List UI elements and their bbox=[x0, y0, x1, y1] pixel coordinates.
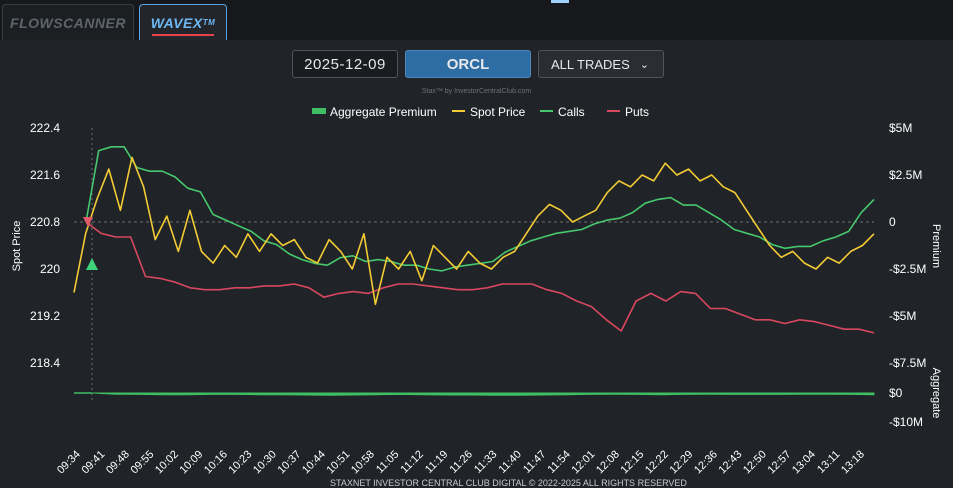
premium-axis-tick: 0 bbox=[889, 215, 896, 229]
x-axis-tick: 10:23 bbox=[226, 448, 254, 476]
trade-filter-label: ALL TRADES bbox=[551, 56, 630, 72]
scroll-marker bbox=[551, 0, 569, 3]
premium-axis-tick: -$2.5M bbox=[889, 262, 926, 276]
legend-label: Calls bbox=[558, 105, 585, 119]
x-axis-tick: 11:19 bbox=[423, 448, 450, 475]
premium-axis-tick: $5M bbox=[889, 121, 912, 135]
x-axis-tick: 12:29 bbox=[667, 448, 695, 476]
chevron-down-icon: ⌄ bbox=[639, 59, 649, 71]
x-axis-tick: 12:36 bbox=[692, 448, 720, 476]
x-axis-tick: 10:58 bbox=[349, 448, 377, 476]
left-axis-tick: 219.2 bbox=[30, 309, 60, 323]
aggregate-axis-tick: $0 bbox=[889, 386, 903, 400]
x-axis-tick: 13:11 bbox=[815, 448, 842, 475]
left-axis-tick: 220 bbox=[40, 262, 60, 276]
x-axis-tick: 11:47 bbox=[521, 448, 548, 475]
tab-wavex[interactable]: WAVEX TM bbox=[139, 4, 227, 40]
x-axis-tick: 10:16 bbox=[202, 448, 230, 476]
trade-filter-select[interactable]: ALL TRADES ⌄ bbox=[538, 50, 664, 78]
x-axis-tick: 12:22 bbox=[643, 448, 671, 476]
tab-wavex-tm: TM bbox=[202, 18, 216, 27]
left-axis-tick: 221.6 bbox=[30, 168, 60, 182]
x-axis-tick: 09:55 bbox=[128, 448, 156, 476]
x-axis-tick: 10:51 bbox=[324, 448, 352, 476]
left-axis-tick: 218.4 bbox=[30, 356, 60, 370]
x-axis-tick: 12:01 bbox=[569, 448, 597, 476]
x-axis-tick: 09:41 bbox=[79, 448, 107, 476]
x-axis-tick: 10:09 bbox=[177, 448, 205, 476]
x-axis-tick: 10:37 bbox=[275, 448, 303, 476]
legend-swatch-aggregate bbox=[312, 108, 326, 114]
x-axis-tick: 12:50 bbox=[741, 448, 769, 476]
left-axis-label: Spot Price bbox=[11, 221, 23, 272]
tab-flowscanner-label: FLOWSCANNER bbox=[10, 14, 126, 31]
premium-axis-label: Premium bbox=[930, 224, 942, 268]
x-axis-tick: 09:48 bbox=[104, 448, 132, 476]
x-axis-tick: 10:44 bbox=[300, 448, 328, 476]
aggregate-premium-area bbox=[91, 392, 875, 396]
x-axis-tick: 10:30 bbox=[251, 448, 279, 476]
premium-axis-tick: $2.5M bbox=[889, 168, 922, 182]
x-axis-tick: 11:12 bbox=[399, 448, 426, 475]
x-axis-tick: 12:57 bbox=[765, 448, 793, 476]
x-axis-tick: 09:34 bbox=[55, 448, 83, 476]
x-axis-tick: 13:04 bbox=[790, 448, 818, 476]
premium-axis-tick: -$5M bbox=[889, 309, 916, 323]
legend-label: Aggregate Premium bbox=[330, 105, 437, 119]
x-axis-tick: 11:26 bbox=[448, 448, 475, 475]
legend-label: Spot Price bbox=[470, 105, 526, 119]
footer-copyright: STAXNET INVESTOR CENTRAL CLUB DIGITAL © … bbox=[330, 478, 687, 488]
aggregate-axis-label: Aggregate bbox=[930, 368, 942, 419]
x-axis-tick: 12:15 bbox=[618, 448, 646, 476]
ticker-button[interactable]: ORCL bbox=[405, 50, 531, 78]
aggregate-axis-tick: -$10M bbox=[889, 415, 923, 429]
legend-label: Puts bbox=[625, 105, 649, 119]
x-axis-tick: 11:33 bbox=[472, 448, 499, 475]
chart-credit: Stax™ by InvestorCentralClub.com bbox=[421, 88, 532, 95]
sell-marker-icon bbox=[83, 217, 93, 227]
date-input[interactable]: 2025-12-09 bbox=[292, 50, 398, 78]
left-axis-tick: 222.4 bbox=[30, 121, 60, 135]
x-axis-tick: 11:05 bbox=[374, 448, 401, 475]
x-axis-tick: 12:08 bbox=[594, 448, 622, 476]
active-tab-underline bbox=[152, 34, 214, 36]
premium-axis-tick: -$7.5M bbox=[889, 356, 926, 370]
tab-wavex-label: WAVEX bbox=[150, 14, 203, 31]
x-axis-tick: 11:54 bbox=[546, 448, 573, 475]
tab-flowscanner[interactable]: FLOWSCANNER bbox=[2, 4, 134, 40]
spot-price-line bbox=[73, 156, 875, 306]
buy-marker-icon bbox=[86, 258, 98, 270]
x-axis-tick: 13:18 bbox=[839, 448, 867, 476]
x-axis-tick: 11:40 bbox=[497, 448, 524, 475]
left-axis-tick: 220.8 bbox=[30, 215, 60, 229]
calls-line bbox=[85, 146, 875, 272]
x-axis-tick: 12:43 bbox=[716, 448, 744, 476]
puts-line bbox=[85, 221, 875, 334]
x-axis-tick: 10:02 bbox=[153, 448, 181, 476]
